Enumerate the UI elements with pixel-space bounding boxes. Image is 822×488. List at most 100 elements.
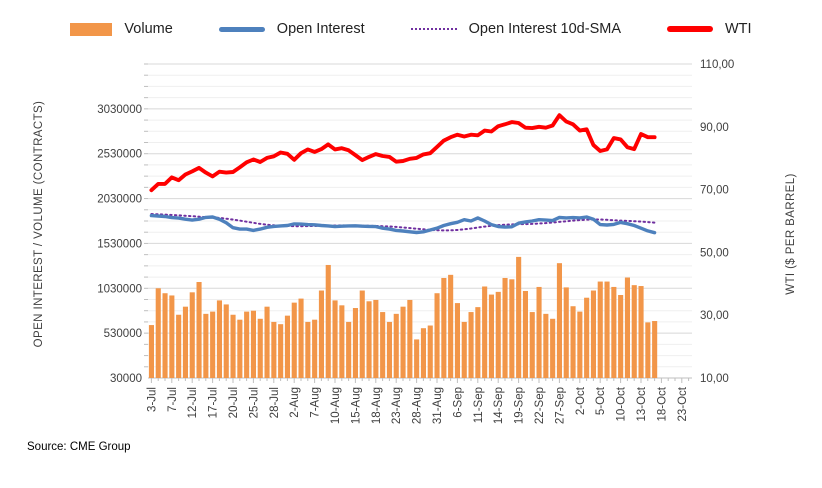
- left-axis-tick-label: 1530000: [97, 238, 142, 250]
- volume-bar: [230, 314, 236, 378]
- x-axis-tick-label: 19-Sep: [514, 387, 526, 424]
- volume-bar: [611, 286, 617, 378]
- volume-bar: [434, 293, 440, 378]
- volume-bar: [577, 311, 583, 378]
- volume-bar: [271, 321, 277, 378]
- volume-bar: [631, 285, 637, 378]
- volume-bar: [155, 288, 161, 378]
- volume-bar: [305, 321, 311, 378]
- volume-bar: [298, 298, 304, 378]
- volume-bar: [312, 319, 318, 378]
- volume-bar: [189, 292, 195, 378]
- x-axis-tick-label: 23-Oct: [677, 386, 689, 421]
- volume-bar: [550, 318, 556, 378]
- volume-bar: [570, 306, 576, 378]
- volume-bar: [244, 311, 250, 378]
- legend-item-open-interest: Open Interest: [218, 21, 365, 37]
- left-axis-tick-label: 530000: [104, 328, 142, 340]
- volume-bar: [291, 302, 297, 378]
- legend-item-oi-sma: Open Interest 10d-SMA: [410, 21, 621, 37]
- x-axis-tick-label: 20-Jul: [228, 387, 240, 418]
- x-axis: [148, 377, 692, 383]
- volume-bar: [556, 263, 562, 378]
- volume-bar: [332, 300, 338, 378]
- open-interest-swatch-icon: [218, 26, 265, 32]
- volume-bar: [182, 306, 188, 378]
- right-axis-labels: 10,00 30,00 50,00 70,00 90,00 110,00: [700, 59, 734, 385]
- x-axis-tick-label: 14-Sep: [493, 387, 505, 424]
- volume-bar: [414, 339, 420, 378]
- volume-bar: [529, 312, 535, 378]
- chart-legend: Volume Open Interest Open Interest 10d-S…: [0, 12, 822, 46]
- x-axis-tick-label: 10-Aug: [330, 387, 342, 424]
- volume-bar: [495, 291, 501, 378]
- volume-swatch-icon: [70, 22, 113, 36]
- x-axis-tick-label: 13-Oct: [636, 386, 648, 421]
- volume-bar: [420, 328, 426, 378]
- volume-bar: [359, 290, 365, 378]
- x-axis-tick-label: 6-Sep: [452, 387, 464, 418]
- left-axis-tick-label: 1030000: [97, 283, 142, 295]
- right-axis-tick-label: 30,00: [700, 310, 729, 322]
- volume-bar: [284, 315, 290, 378]
- right-axis-tick-label: 90,00: [700, 122, 729, 134]
- volume-bar: [162, 293, 168, 378]
- volume-bar: [563, 287, 569, 378]
- volume-bar: [624, 277, 630, 378]
- volume-bar: [488, 294, 494, 378]
- volume-bar: [352, 308, 358, 378]
- volume-bar: [536, 286, 542, 378]
- volume-bar: [448, 274, 454, 378]
- volume-bar: [454, 303, 460, 378]
- left-axis-tick-label: 2530000: [97, 149, 142, 161]
- x-axis-tick-label: 22-Sep: [534, 387, 546, 424]
- volume-bar: [393, 313, 399, 378]
- volume-bar: [645, 322, 651, 378]
- volume-bar: [584, 297, 590, 378]
- volume-bar: [216, 300, 222, 378]
- volume-bar: [196, 282, 202, 378]
- volume-bar: [148, 325, 154, 378]
- volume-bar: [502, 277, 508, 378]
- x-axis-tick-label: 11-Sep: [473, 387, 485, 423]
- volume-bar: [380, 312, 386, 378]
- volume-bar: [400, 306, 406, 378]
- right-axis-tick-label: 110,00: [700, 59, 734, 71]
- legend-label-oi-sma: Open Interest 10d-SMA: [468, 21, 621, 37]
- open-interest-sma-line: [150, 213, 656, 232]
- volume-bar: [604, 281, 610, 378]
- left-axis-labels: 30000 530000 1030000 1530000 2030000 2530000 3…: [97, 104, 142, 385]
- right-axis-tick-label: 50,00: [700, 247, 729, 259]
- volume-bar: [468, 312, 474, 378]
- x-axis-tick-label: 7-Aug: [310, 387, 322, 418]
- volume-bar: [652, 321, 658, 378]
- volume-bar: [441, 277, 447, 378]
- x-axis-tick-label: 3-Jul: [146, 387, 158, 412]
- right-axis-tick-label: 10,00: [700, 373, 729, 385]
- legend-item-volume: Volume: [70, 21, 173, 37]
- left-axis-tick-label: 2030000: [97, 194, 142, 206]
- volume-bar: [461, 321, 467, 378]
- wti-swatch-icon: [666, 26, 713, 32]
- volume-bar: [176, 314, 182, 378]
- x-axis-tick-label: 23-Aug: [391, 387, 403, 424]
- oi-sma-swatch-icon: [410, 28, 457, 30]
- x-axis-tick-label: 18-Aug: [371, 387, 383, 424]
- x-axis-tick-label: 18-Oct: [656, 386, 668, 421]
- volume-bar: [237, 319, 243, 378]
- legend-label-wti: WTI: [724, 21, 752, 37]
- x-axis-tick-label: 27-Sep: [554, 387, 566, 424]
- left-axis-tick-label: 3030000: [97, 104, 142, 116]
- legend-item-wti: WTI: [666, 21, 752, 37]
- volume-bar: [257, 318, 263, 378]
- volume-bar: [339, 305, 345, 378]
- volume-bar: [325, 264, 331, 378]
- volume-bar: [618, 295, 624, 378]
- x-axis-tick-label: 17-Jul: [208, 387, 220, 418]
- x-axis-tick-label: 5-Oct: [595, 386, 607, 415]
- volume-bar: [223, 304, 229, 378]
- volume-bar: [590, 290, 596, 378]
- x-axis-tick-label: 10-Oct: [616, 386, 628, 421]
- legend-label-open-interest: Open Interest: [276, 21, 365, 37]
- volume-bar: [264, 306, 270, 378]
